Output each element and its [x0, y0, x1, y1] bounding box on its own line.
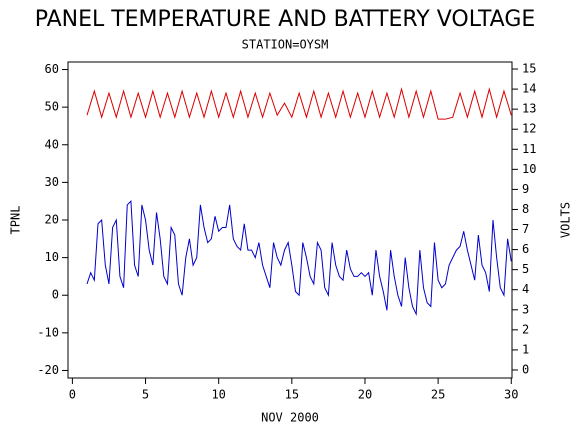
x-tick-label: 25 — [431, 388, 445, 402]
y2-tick-label: 12 — [522, 122, 536, 136]
y-tick-label: 40 — [45, 137, 59, 151]
y-tick-label: 50 — [45, 100, 59, 114]
y2-tick-label: 11 — [522, 142, 536, 156]
y2-axis-label: VOLTS — [559, 202, 570, 238]
y2-tick-label: 7 — [522, 222, 529, 236]
y2-tick-label: 0 — [522, 362, 529, 376]
x-tick-label: 10 — [211, 388, 225, 402]
x-tick-label: 30 — [504, 388, 518, 402]
x-tick-label: 0 — [69, 388, 76, 402]
x-tick-label: 5 — [142, 388, 149, 402]
x-axis-label: NOV 2000 — [261, 411, 319, 425]
y2-tick-label: 1 — [522, 342, 529, 356]
series-line — [86, 200, 512, 316]
y2-tick-label: 3 — [522, 302, 529, 316]
y-tick-label: 30 — [45, 175, 59, 189]
y-tick-label: -20 — [37, 363, 59, 377]
chart-subtitle: STATION=OYSM — [242, 38, 329, 52]
y2-tick-label: 5 — [522, 262, 529, 276]
x-tick-label: 15 — [285, 388, 299, 402]
y2-tick-label: 14 — [522, 82, 536, 96]
y-axis-label: TPNL — [9, 206, 23, 235]
y2-tick-label: 2 — [522, 322, 529, 336]
y-tick-label: 10 — [45, 250, 59, 264]
y2-tick-label: 9 — [522, 182, 529, 196]
y2-tick-label: 15 — [522, 62, 536, 76]
chart-title: PANEL TEMPERATURE AND BATTERY VOLTAGE — [35, 7, 536, 32]
y-tick-label: 60 — [45, 62, 59, 76]
x-tick-label: 20 — [358, 388, 372, 402]
y2-tick-label: 4 — [522, 282, 529, 296]
y-tick-label: -10 — [37, 325, 59, 339]
y2-tick-label: 13 — [522, 102, 536, 116]
y2-tick-label: 8 — [522, 202, 529, 216]
plot-frame — [67, 61, 513, 379]
y2-tick-label: 6 — [522, 242, 529, 256]
series-line — [86, 87, 512, 120]
y2-tick-label: 10 — [522, 162, 536, 176]
y-tick-label: 20 — [45, 213, 59, 227]
y-tick-label: 0 — [52, 288, 59, 302]
